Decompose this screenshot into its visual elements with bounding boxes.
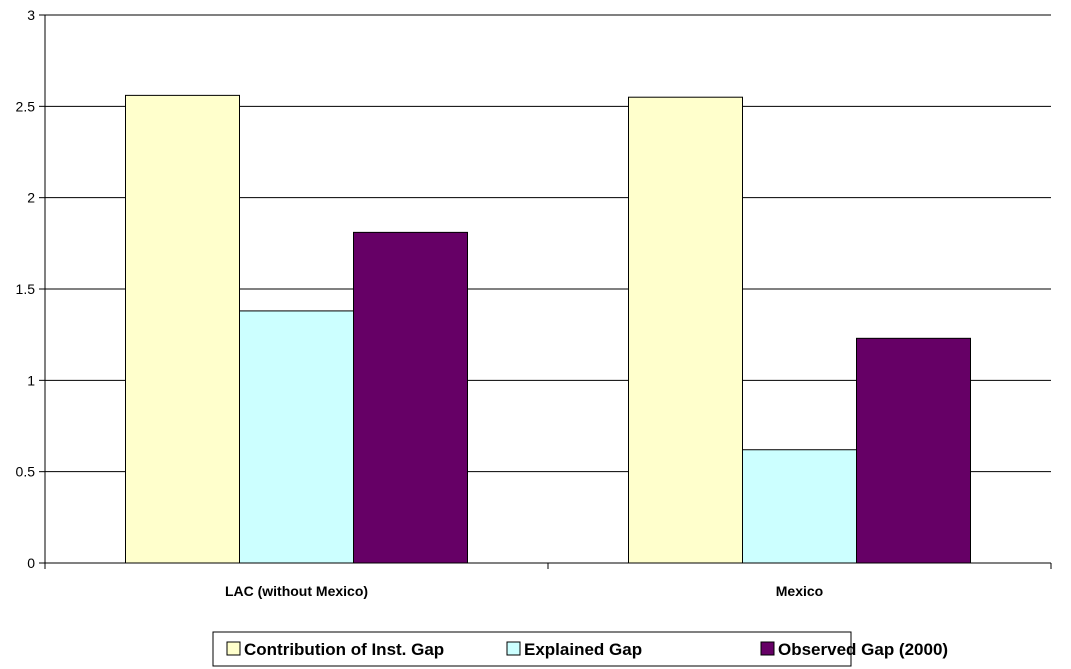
legend-swatch: [226, 641, 241, 656]
y-tick-label: 1.5: [16, 281, 36, 297]
legend-label: Observed Gap (2000): [778, 640, 948, 659]
legend-swatch: [506, 641, 521, 656]
legend-swatch: [760, 641, 775, 656]
bar: [628, 96, 743, 564]
y-tick-label: 0: [27, 555, 35, 571]
x-category-label: Mexico: [776, 583, 823, 599]
legend: Contribution of Inst. Gap Explained Gap Ob…: [212, 631, 948, 667]
legend-box: [212, 631, 852, 667]
bar: [353, 231, 468, 564]
y-tick-label: 1: [27, 372, 35, 388]
legend-label: Contribution of Inst. Gap: [244, 640, 444, 659]
legend-label: Explained Gap: [524, 640, 642, 659]
y-tick-label: 2.5: [16, 98, 36, 114]
bar: [742, 449, 857, 564]
x-category-labels: LAC (without Mexico) Mexico: [225, 583, 823, 599]
x-category-label: LAC (without Mexico): [225, 583, 368, 599]
y-tick-label: 3: [27, 7, 35, 23]
y-tick-labels: 0 0.5 1 1.5 2 2.5 3: [16, 7, 45, 571]
bar: [239, 310, 354, 564]
bars: [125, 94, 971, 564]
bar: [125, 94, 240, 564]
y-tick-label: 0.5: [16, 464, 36, 480]
bar: [856, 337, 971, 564]
y-tick-label: 2: [27, 190, 35, 206]
